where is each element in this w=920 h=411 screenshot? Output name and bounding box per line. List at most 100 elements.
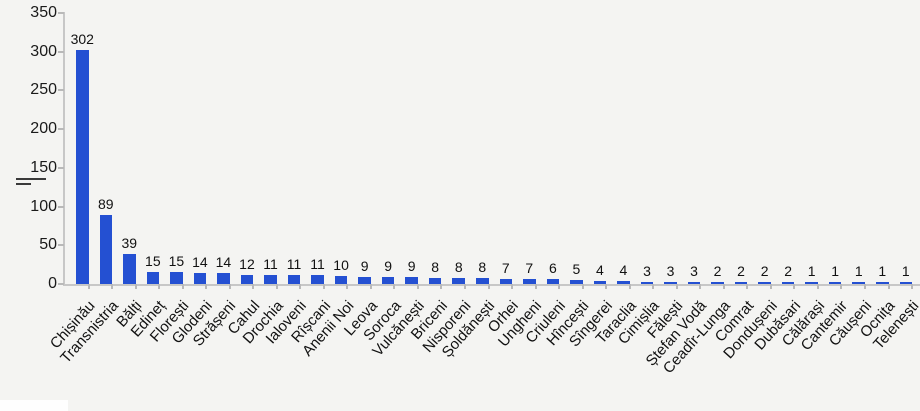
bar-value-label: 2 <box>713 263 722 279</box>
bar <box>899 282 913 284</box>
y-tick-label: 300 <box>30 42 57 60</box>
y-tick-label: 100 <box>30 197 57 215</box>
bar <box>405 277 418 284</box>
bar <box>240 274 254 284</box>
bar <box>805 282 818 284</box>
x-tick-mark <box>464 284 466 289</box>
bar-value-label: 1 <box>854 263 863 279</box>
x-tick-mark <box>322 284 325 289</box>
bar-value-label: 15 <box>145 253 161 270</box>
x-tick-mark <box>769 284 772 289</box>
bar <box>287 275 301 284</box>
y-axis-line <box>63 12 65 285</box>
y-tick-label: 150 <box>30 158 57 176</box>
bar <box>640 281 654 284</box>
bar-value-label: 3 <box>666 262 675 279</box>
bar <box>358 277 371 284</box>
bar-value-label: 4 <box>619 261 628 278</box>
x-tick-mark <box>228 284 231 289</box>
x-tick-mark <box>840 284 843 289</box>
bar <box>123 253 136 284</box>
bar <box>852 282 865 284</box>
x-tick-mark <box>158 284 161 289</box>
x-tick-mark <box>87 284 90 289</box>
bar-value-label: 2 <box>760 263 769 279</box>
margin-mark-short-line <box>16 183 31 185</box>
bar <box>664 281 677 284</box>
bar <box>428 277 442 284</box>
margin-mark-long-line <box>16 178 46 180</box>
bar-value-label: 11 <box>286 256 302 273</box>
bar <box>523 278 536 284</box>
y-tick-mark <box>58 12 64 14</box>
x-tick-mark <box>511 284 514 289</box>
x-tick-mark <box>605 284 608 289</box>
x-tick-mark <box>134 284 137 289</box>
bar-value-label: 8 <box>454 258 463 275</box>
x-tick-mark <box>534 284 537 289</box>
bar-value-label: 1 <box>878 263 887 279</box>
bar-value-label: 3 <box>643 262 651 279</box>
bar-value-label: 12 <box>239 255 255 272</box>
bar-value-label: 2 <box>784 263 793 279</box>
y-tick-label: 0 <box>48 275 57 292</box>
bar-value-label: 1 <box>807 263 816 279</box>
bar <box>76 50 89 284</box>
bar-value-label: 39 <box>121 234 138 251</box>
y-tick-mark <box>58 128 64 131</box>
bar <box>570 280 583 284</box>
x-tick-mark <box>252 284 255 289</box>
x-tick-mark <box>911 284 914 289</box>
x-tick-mark <box>393 284 396 289</box>
bar <box>217 273 230 284</box>
bar-value-label: 4 <box>596 261 604 278</box>
bar <box>170 272 183 284</box>
bar <box>99 215 113 284</box>
bar-value-label: 15 <box>168 253 185 270</box>
bar-value-label: 9 <box>407 258 416 275</box>
y-tick-mark <box>58 283 64 285</box>
bar <box>452 277 465 284</box>
y-tick-mark <box>58 244 64 247</box>
bar <box>876 282 889 284</box>
bar <box>476 277 489 284</box>
x-tick-mark <box>675 284 678 289</box>
x-tick-mark <box>369 284 372 289</box>
bar-value-label: 3 <box>690 262 698 279</box>
bar-value-label: 14 <box>215 254 232 271</box>
bar <box>546 279 560 284</box>
bar-value-label: 6 <box>548 260 557 277</box>
bar-value-label: 8 <box>478 258 487 275</box>
bar-value-label: 11 <box>310 256 325 273</box>
bar-value-label: 9 <box>360 258 369 275</box>
y-tick-mark <box>58 205 64 208</box>
x-tick-mark <box>416 284 419 289</box>
bar <box>828 282 842 284</box>
bar <box>781 282 795 284</box>
x-tick-mark <box>628 284 631 289</box>
y-tick-label: 250 <box>30 81 57 99</box>
x-tick-mark <box>746 284 749 289</box>
x-tick-mark <box>299 284 302 289</box>
y-tick-mark <box>58 50 64 53</box>
bottom-left-white-patch <box>0 400 68 411</box>
bar <box>711 282 724 284</box>
bar-value-label: 11 <box>263 256 278 273</box>
bar <box>499 278 513 284</box>
y-tick-label: 50 <box>39 236 57 254</box>
bar-value-label: 7 <box>525 259 534 276</box>
bar-value-label: 10 <box>333 257 349 274</box>
bar-value-label: 1 <box>901 263 910 279</box>
bar-value-label: 2 <box>737 263 745 279</box>
bar-value-label: 9 <box>384 258 393 275</box>
bar-value-label: 8 <box>431 258 440 275</box>
x-tick-mark <box>275 284 278 289</box>
y-tick-label: 200 <box>30 120 57 138</box>
y-tick-label: 350 <box>30 4 57 21</box>
x-tick-mark <box>346 284 349 289</box>
x-tick-mark <box>887 284 890 289</box>
bar <box>311 275 324 284</box>
x-tick-mark <box>699 284 702 289</box>
